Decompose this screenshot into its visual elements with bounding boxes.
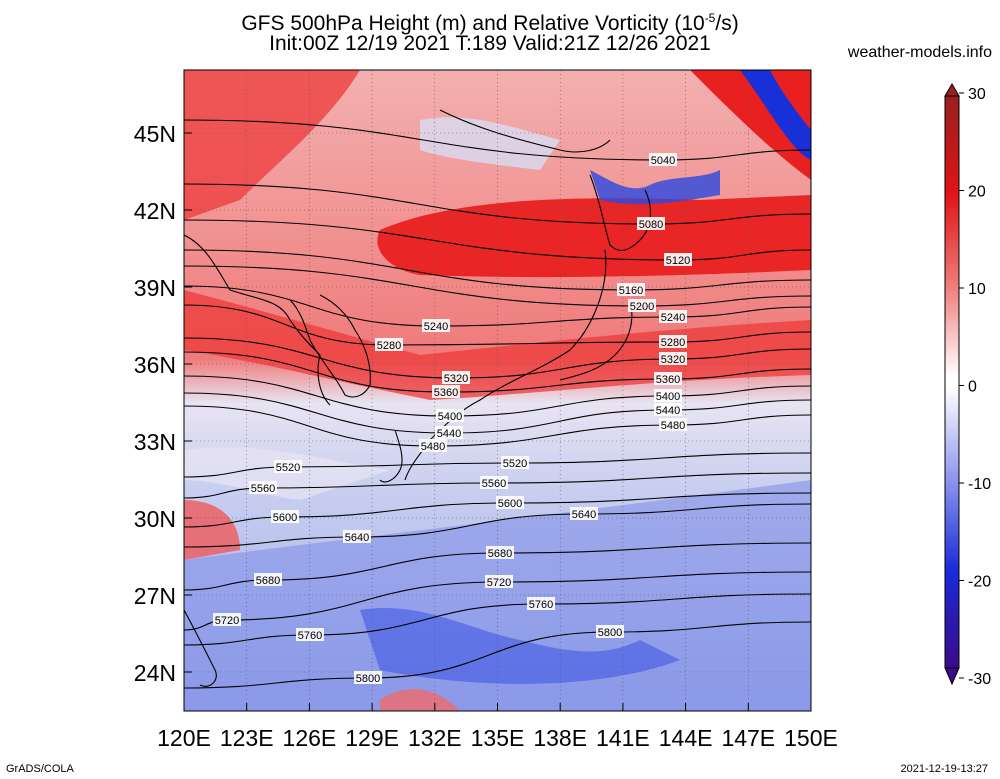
contour-label: 5480 [661,420,685,432]
footer-credit: GrADS/COLA [6,763,74,775]
lon-tick-label: 144E [659,725,713,751]
lat-tick-label: 36N [134,352,176,378]
contour-label: 5440 [437,428,461,440]
contour-label: 5360 [656,374,680,386]
contour-label: 5520 [276,462,300,474]
colorbar-tick-label: 30 [968,86,986,103]
contour-label: 5800 [356,673,380,685]
lat-tick-label: 24N [134,660,176,686]
contour-label: 5560 [251,483,275,495]
height-contour [184,503,811,548]
lat-tick-label: 45N [134,121,176,147]
height-contour [184,452,811,478]
chart-title: GFS 500hPa Height (m) and Relative Vorti… [241,11,739,35]
site-credit: weather-models.info [847,44,992,61]
lon-tick-label: 120E [157,725,211,751]
contour-label: 5440 [656,405,680,417]
colorbar-tick-label: 10 [968,281,986,298]
lat-axis: 45N 42N 39N 36N 33N 30N 27N 24N [134,121,192,686]
contour-label: 5280 [661,337,685,349]
height-contour [184,219,811,261]
height-contour [184,249,811,291]
lon-tick-label: 129E [345,725,399,751]
contour-label: 5760 [529,599,553,611]
contour-label: 5400 [438,411,462,423]
lon-tick-label: 138E [533,725,587,751]
lon-tick-label: 126E [283,725,337,751]
height-contour [184,593,811,646]
height-contour [184,304,811,346]
contour-label: 5600 [498,498,522,510]
colorbar: 30 20 10 0 -10 -20 -30 [944,83,991,688]
lon-tick-label: 123E [220,725,274,751]
lat-tick-label: 42N [134,198,176,224]
height-contour [184,119,811,161]
contour-labels: 5040 5080 5120 5160 5200 5240 5240 5280 5280 5320… [213,153,692,685]
contour-label: 5080 [639,219,663,231]
contour-label: 5320 [661,354,685,366]
contour-label: 5120 [666,255,690,267]
chart-subtitle: Init:00Z 12/19 2021 T:189 Valid:21Z 12/2… [269,32,711,55]
contour-label: 5640 [345,532,369,544]
height-contour [184,542,811,591]
contour-label: 5720 [215,615,239,627]
height-contour [184,337,811,379]
contour-label: 5320 [444,373,468,385]
footer-timestamp: 2021-12-19-13:27 [900,763,988,775]
contour-label: 5680 [256,575,280,587]
height-contour [184,375,811,417]
lon-tick-label: 150E [784,725,838,751]
contour-label: 5800 [598,627,622,639]
lat-tick-label: 27N [134,583,176,609]
contour-label: 5680 [488,548,512,560]
lon-tick-label: 141E [596,725,650,751]
contour-label: 5600 [273,512,297,524]
contour-label: 5240 [661,312,685,324]
height-contour [184,183,811,225]
colorbar-tick-label: 0 [968,379,977,396]
contour-label: 5760 [298,630,322,642]
vorticity-field [184,70,811,711]
colorbar-tick-label: -10 [968,476,991,493]
lat-tick-label: 33N [134,429,176,455]
contour-label: 5240 [424,321,448,333]
lat-tick-label: 30N [134,506,176,532]
height-contour [184,265,811,307]
contour-label: 5640 [572,509,596,521]
height-contour [184,285,811,327]
colorbar-tick-label: 20 [968,184,986,201]
contour-label: 5160 [619,285,643,297]
lat-tick-label: 39N [134,275,176,301]
height-contour [184,405,811,447]
colorbar-tick-label: -30 [968,671,991,688]
contour-label: 5280 [377,340,401,352]
contour-label: 5560 [482,478,506,490]
height-contour [184,472,811,499]
contour-label: 5520 [503,458,527,470]
lon-tick-label: 132E [408,725,462,751]
lon-tick-label: 135E [471,725,525,751]
height-contour [184,351,811,393]
lon-axis: 120E 123E 126E 129E 132E 135E 138E 141E 144E 147E… [157,703,838,751]
contour-label: 5360 [434,387,458,399]
contour-label: 5400 [656,391,680,403]
colorbar-tick-label: -20 [968,574,991,591]
lon-tick-label: 147E [721,725,775,751]
contour-label: 5200 [630,301,654,313]
contour-label: 5480 [421,441,445,453]
height-contour [184,621,811,689]
contour-label: 5720 [487,577,511,589]
height-contour [184,492,811,528]
contour-label: 5040 [651,155,675,167]
height-contour [184,392,811,434]
